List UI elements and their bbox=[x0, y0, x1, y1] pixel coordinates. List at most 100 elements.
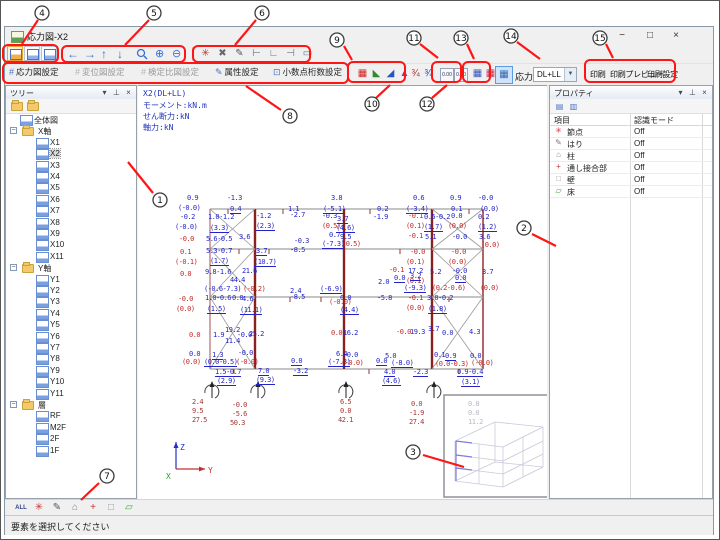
tree-item-X8[interactable]: X8 bbox=[6, 217, 136, 229]
toolbar-chart-blue-icon[interactable]: ◢ bbox=[386, 68, 395, 79]
expand-icon[interactable]: − bbox=[10, 127, 17, 135]
tree-item-X9[interactable]: X9 bbox=[6, 229, 136, 240]
pan-up-button[interactable]: ↑ bbox=[101, 47, 107, 61]
print-button[interactable]: 印刷 bbox=[590, 70, 606, 79]
pin-icon[interactable]: ⊥ bbox=[689, 88, 696, 97]
tree-item-Y7[interactable]: Y7 bbox=[6, 343, 136, 354]
panel-menu-icon[interactable]: ▾ bbox=[102, 88, 107, 97]
toolbar-node-mark-icon[interactable]: ✖ bbox=[218, 48, 227, 59]
decimal-digits-icon[interactable]: 0.00 bbox=[440, 68, 454, 82]
toolbar-burst-icon[interactable]: ✳ bbox=[201, 48, 210, 59]
property-mode-value[interactable]: Off bbox=[634, 163, 645, 172]
properties-panel-header: プロパティ ▾ ⊥ × bbox=[550, 86, 712, 100]
tree-item-Y2[interactable]: Y2 bbox=[6, 286, 136, 297]
expand-all-icon[interactable] bbox=[27, 100, 39, 111]
category-view-icon[interactable]: ▤ bbox=[555, 102, 564, 111]
toolbar-scale-blue-icon[interactable]: ¾ bbox=[424, 68, 433, 79]
property-mode-value[interactable]: Off bbox=[634, 175, 645, 184]
selectbar-column-select-icon[interactable]: ⌂ bbox=[71, 502, 79, 513]
pan-down-button[interactable]: ↓ bbox=[117, 47, 123, 61]
selectbar-beam-select-icon[interactable]: ✎ bbox=[52, 502, 62, 513]
property-mode-value[interactable]: Off bbox=[634, 151, 645, 160]
minimize-button[interactable]: − bbox=[619, 30, 625, 41]
property-row-床[interactable]: ▱ 床 Off bbox=[550, 186, 712, 198]
view-mode-button-1[interactable] bbox=[7, 46, 23, 61]
selectbar-floor-select-icon[interactable]: ▱ bbox=[125, 502, 133, 513]
property-row-柱[interactable]: ⌂ 柱 Off bbox=[550, 150, 712, 162]
toolbar-grid-blue-icon[interactable]: ▦ bbox=[472, 68, 483, 79]
tree-item-Y軸[interactable]: − Y軸 bbox=[6, 262, 136, 274]
print-settings-button[interactable]: 印刷設定 bbox=[647, 70, 678, 79]
toolbar-pencil-icon[interactable]: ✎ bbox=[235, 48, 244, 59]
load-case-combobox[interactable]: DL+LL ▼ bbox=[533, 67, 577, 82]
toolbar-scale-red-icon[interactable]: ¾ bbox=[411, 68, 420, 79]
tree-item-X2[interactable]: X2 bbox=[6, 148, 136, 161]
property-row-壁[interactable]: □ 壁 Off bbox=[550, 174, 712, 186]
property-row-通し接合部[interactable]: + 通し接合部 Off bbox=[550, 162, 712, 174]
tree-item-RF[interactable]: RF bbox=[6, 411, 136, 423]
tree-item-X1[interactable]: X1 bbox=[6, 137, 136, 149]
tree-item-Y8[interactable]: Y8 bbox=[6, 354, 136, 366]
tree-item-X4[interactable]: X4 bbox=[6, 172, 136, 183]
diagram-doc-icon bbox=[36, 422, 49, 434]
tree-item-Y9[interactable]: Y9 bbox=[6, 365, 136, 377]
tree-item-Y11[interactable]: Y11 bbox=[6, 388, 136, 400]
expand-icon[interactable]: − bbox=[10, 401, 17, 408]
toolbar-box-mark-icon[interactable]: ▭ bbox=[302, 48, 313, 59]
tree-item-Y1[interactable]: Y1 bbox=[6, 274, 136, 286]
property-mode-value[interactable]: Off bbox=[634, 187, 645, 196]
tree-item-X6[interactable]: X6 bbox=[6, 194, 136, 206]
toolbar-right-bracket-icon[interactable]: ⊣ bbox=[286, 48, 295, 59]
tree-item-X10[interactable]: X10 bbox=[6, 240, 136, 252]
view-mode-button-3[interactable] bbox=[41, 46, 57, 61]
selectbar-joint-select-icon[interactable]: + bbox=[90, 502, 96, 513]
zoom-out-button[interactable]: ⊖ bbox=[172, 48, 182, 60]
tree-item-Y3[interactable]: Y3 bbox=[6, 297, 136, 309]
highlight-toggle-button[interactable]: ▦ bbox=[495, 66, 513, 84]
property-row-はり[interactable]: ✎ はり Off bbox=[550, 138, 712, 150]
toolbar-chart-green-icon[interactable]: ◣ bbox=[372, 68, 381, 79]
list-view-icon[interactable]: ▥ bbox=[569, 102, 578, 111]
tree-item-M2F[interactable]: M2F bbox=[6, 422, 136, 434]
tree-item-Y6[interactable]: Y6 bbox=[6, 331, 136, 343]
toolbar-left-bracket-icon[interactable]: ⊢ bbox=[252, 48, 261, 59]
pan-left-button[interactable]: ← bbox=[67, 47, 79, 61]
pan-right-button[interactable]: → bbox=[84, 47, 96, 61]
close-button[interactable]: × bbox=[673, 30, 679, 41]
tree-item-X7[interactable]: X7 bbox=[6, 206, 136, 218]
tree-item-層[interactable]: − 層 bbox=[6, 399, 136, 411]
tree-item-1F[interactable]: 1F bbox=[6, 445, 136, 457]
tree-item-Y4[interactable]: Y4 bbox=[6, 308, 136, 320]
settings-button-5[interactable]: ⊡ 小数点桁数設定 bbox=[273, 66, 342, 82]
tree-item-Y10[interactable]: Y10 bbox=[6, 377, 136, 389]
pin-icon[interactable]: ⊥ bbox=[113, 88, 120, 97]
tree-item-全体図[interactable]: 全体図 bbox=[6, 115, 136, 126]
zoom-in-button[interactable]: ⊕ bbox=[155, 48, 165, 60]
close-icon[interactable]: × bbox=[702, 88, 707, 97]
panel-menu-icon[interactable]: ▾ bbox=[678, 88, 683, 97]
selectbar-node-select-icon[interactable]: ✳ bbox=[34, 502, 44, 513]
maximize-button[interactable]: □ bbox=[646, 30, 654, 41]
tree-item-Y5[interactable]: Y5 bbox=[6, 320, 136, 332]
tree-item-X3[interactable]: X3 bbox=[6, 160, 136, 172]
settings-button-4[interactable]: ✎ 属性設定 bbox=[215, 66, 259, 82]
toolbar-screen-red-icon[interactable]: ▦ bbox=[357, 68, 368, 79]
close-icon[interactable]: × bbox=[126, 88, 131, 97]
tree-item-X5[interactable]: X5 bbox=[6, 183, 136, 195]
chevron-down-icon[interactable]: ▼ bbox=[564, 68, 576, 81]
decimal-digits-icon[interactable]: 0.00 bbox=[454, 68, 468, 82]
selectbar-select-all-icon[interactable]: ALL bbox=[15, 505, 27, 511]
expand-icon[interactable]: − bbox=[10, 264, 17, 272]
collapse-all-icon[interactable] bbox=[11, 100, 23, 111]
settings-button-1[interactable]: # 応力図設定 bbox=[9, 66, 59, 82]
toolbar-corner-mark-icon[interactable]: ∟ bbox=[268, 48, 279, 59]
tree-item-X軸[interactable]: − X軸 bbox=[6, 125, 136, 137]
selectbar-wall-select-icon[interactable]: □ bbox=[107, 502, 115, 513]
property-mode-value[interactable]: Off bbox=[634, 127, 645, 136]
tree-item-2F[interactable]: 2F bbox=[6, 434, 136, 446]
tree-item-X11[interactable]: X11 bbox=[6, 251, 136, 263]
property-mode-value[interactable]: Off bbox=[634, 139, 645, 148]
property-row-節点[interactable]: ✳ 節点 Off bbox=[550, 126, 712, 138]
view-mode-button-2[interactable] bbox=[24, 46, 40, 61]
diagram-canvas[interactable]: X2(DL+LL) モーメント:kN.m せん断力:kN 軸力:kN Z Y X 0… bbox=[138, 85, 547, 501]
